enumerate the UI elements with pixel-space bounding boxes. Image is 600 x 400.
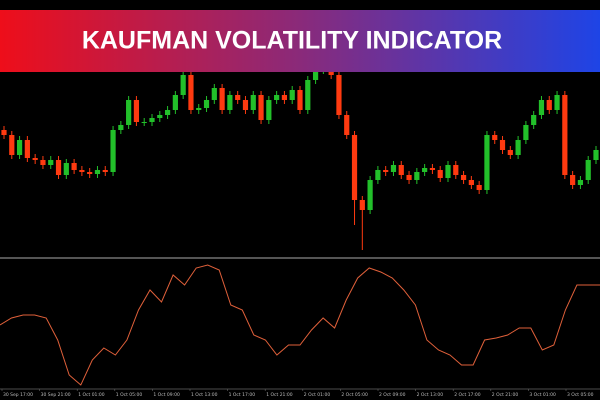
candle-body (422, 168, 428, 172)
time-label: 1 Oct 17:00 (229, 392, 256, 398)
time-label: 2 Oct 09:00 (379, 392, 406, 398)
candle-body (297, 90, 303, 110)
candle-body (157, 115, 163, 118)
time-label: 2 Oct 17:00 (454, 392, 481, 398)
candle-body (351, 135, 358, 200)
candle-body (87, 172, 93, 174)
time-label: 1 Oct 09:00 (153, 392, 180, 398)
candle-body (312, 70, 319, 80)
candle-body (367, 180, 373, 210)
candle-body (172, 95, 178, 110)
candle-body (546, 100, 552, 110)
candle-body (94, 170, 101, 174)
candle-body (383, 170, 389, 172)
time-label: 2 Oct 13:00 (417, 392, 444, 398)
candle-body (164, 110, 171, 115)
time-label: 1 Oct 01:00 (78, 392, 105, 398)
time-label: 2 Oct 01:00 (304, 392, 331, 398)
candle-body (492, 135, 498, 140)
time-label: 2 Oct 21:00 (492, 392, 519, 398)
candle-body (102, 170, 108, 172)
candle-body (499, 140, 506, 150)
candle-body (460, 175, 467, 180)
candle-body (203, 100, 210, 108)
time-label: 2 Oct 05:00 (341, 392, 368, 398)
candle-body (585, 160, 591, 180)
candle-body (554, 95, 560, 110)
candle-body (211, 88, 217, 100)
candle-body (180, 75, 186, 95)
banner-title: KAUFMAN VOLATILITY INDICATOR (82, 27, 502, 55)
candle-body (110, 130, 116, 172)
candle-body (570, 175, 576, 185)
candle-body (219, 88, 225, 110)
candle-body (133, 100, 140, 122)
candle-body (141, 122, 147, 123)
candle-body (289, 90, 295, 100)
candle-body (40, 160, 46, 165)
candle-body (55, 160, 62, 175)
candle-body (24, 140, 30, 158)
candle-body (531, 115, 537, 125)
candle-body (406, 175, 412, 180)
candle-body (429, 168, 436, 170)
candle-body (126, 100, 132, 125)
candle-body (266, 100, 272, 120)
candle-body (437, 170, 443, 178)
candle-body (250, 95, 256, 110)
candle-body (258, 95, 264, 120)
candle-body (453, 165, 459, 175)
candle-body (398, 165, 404, 175)
candle-body (414, 172, 420, 180)
candle-body (468, 180, 474, 185)
time-label: 3 Oct 05:00 (567, 392, 594, 398)
time-axis-labels: 30 Sep 17:00 30 Sep 21:00 1 Oct 01:00 1 Oct… (1, 389, 594, 398)
time-label: 30 Sep 21:00 (41, 392, 71, 398)
candle-body (227, 95, 233, 110)
candle-body (149, 118, 155, 122)
candle-body (242, 100, 249, 110)
candle-body (515, 140, 521, 155)
candle-body (484, 135, 490, 190)
candle-body (390, 165, 397, 172)
candle-body (562, 95, 568, 175)
time-label: 1 Oct 13:00 (191, 392, 218, 398)
candle-body (71, 163, 77, 170)
time-label: 30 Sep 17:00 (3, 392, 33, 398)
candle-body (476, 185, 482, 190)
candle-body (274, 95, 280, 100)
candle-body (188, 75, 194, 110)
candle-body (336, 75, 342, 115)
candle-body (538, 100, 545, 115)
indicator-panel (0, 264, 600, 386)
candle-body (577, 180, 584, 185)
candle-body (305, 80, 311, 110)
time-label: 1 Oct 21:00 (266, 392, 293, 398)
candle-body (507, 150, 513, 155)
candle-body (344, 115, 350, 135)
candle-body (359, 200, 365, 210)
banner (0, 10, 600, 72)
candle-body (235, 95, 241, 100)
time-label: 1 Oct 05:00 (116, 392, 143, 398)
time-label: 3 Oct 01:00 (529, 392, 556, 398)
candle-body (593, 150, 599, 160)
candle-body (1, 130, 7, 135)
candle-body (118, 125, 124, 130)
candle-body (9, 135, 15, 155)
candle-body (48, 160, 54, 165)
candle-body (445, 165, 451, 178)
indicator-line (0, 264, 600, 386)
candle-body (16, 140, 23, 155)
candle-body (196, 108, 202, 110)
candle-body (281, 95, 288, 100)
candle-body (32, 158, 38, 160)
candle-body (79, 170, 85, 172)
candle-body (523, 125, 529, 140)
candle-body (375, 170, 381, 180)
candle-body (63, 163, 69, 175)
